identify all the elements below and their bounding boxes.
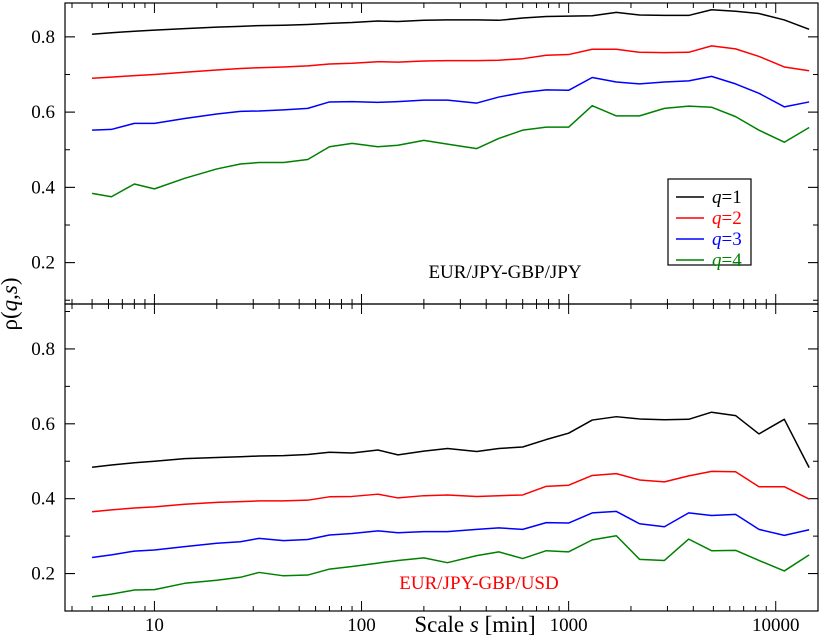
bottom-panel: 0.2 0.4 0.6 0.8 10 100 1000 10000 EUR/JPY-GBP/U… bbox=[31, 303, 819, 636]
bottom-ticks: 0.2 0.4 0.6 0.8 10 100 1000 10000 bbox=[31, 304, 818, 636]
y-axis-label-s: s bbox=[0, 285, 22, 294]
x-tick-label: 10 bbox=[145, 615, 164, 636]
y-axis-label-comma: , bbox=[0, 294, 22, 300]
legend-label-q4: q=4 bbox=[712, 250, 742, 271]
bottom-y-tick-label: 0.2 bbox=[31, 564, 55, 585]
legend: q=1q=2q=3q=4 bbox=[667, 178, 752, 271]
top-series-line-q3 bbox=[92, 75, 810, 131]
bottom-plot-frame bbox=[64, 303, 819, 612]
bottom-y-tick-label: 0.8 bbox=[31, 339, 55, 360]
legend-label-value: =3 bbox=[722, 229, 742, 250]
y-axis-label-close: ) bbox=[0, 277, 22, 285]
legend-label-var: q bbox=[712, 208, 722, 229]
legend-label-var: q bbox=[712, 187, 722, 208]
y-axis-label-rho: ρ( bbox=[0, 311, 22, 330]
bottom-series-line-q3 bbox=[91, 510, 810, 559]
x-tick-label: 10000 bbox=[752, 615, 800, 636]
legend-box bbox=[667, 178, 752, 266]
bottom-series-line-q1 bbox=[91, 411, 810, 468]
legend-label-var: q bbox=[712, 229, 722, 250]
bottom-panel-label: EUR/JPY-GBP/USD bbox=[399, 573, 558, 594]
legend-label-q2: q=2 bbox=[712, 208, 742, 229]
x-axis-label: Scale s [min] bbox=[414, 612, 535, 637]
x-axis-label-var: s bbox=[470, 612, 479, 637]
y-axis-label: ρ(q,s) bbox=[0, 277, 22, 330]
bottom-series bbox=[91, 411, 810, 598]
legend-label-value: =4 bbox=[722, 250, 743, 271]
bottom-y-tick-label: 0.4 bbox=[31, 489, 55, 510]
y-axis-label-q: q bbox=[0, 300, 22, 312]
legend-label-q1: q=1 bbox=[712, 187, 742, 208]
top-series bbox=[91, 9, 810, 198]
top-y-tick-label: 0.2 bbox=[31, 253, 55, 274]
legend-label-value: =1 bbox=[722, 187, 742, 208]
x-tick-label: 100 bbox=[347, 615, 376, 636]
x-tick-label: 1000 bbox=[550, 615, 588, 636]
legend-label-value: =2 bbox=[722, 208, 742, 229]
bottom-series-line-q4 bbox=[91, 535, 810, 598]
top-y-tick-label: 0.6 bbox=[31, 102, 55, 123]
top-panel-label: EUR/JPY-GBP/JPY bbox=[428, 262, 581, 283]
bottom-y-tick-label: 0.6 bbox=[31, 414, 55, 435]
top-series-line-q1 bbox=[92, 9, 810, 35]
x-axis-label-suffix: [min] bbox=[479, 612, 536, 637]
top-series-line-q2 bbox=[92, 45, 810, 79]
top-ticks: 0.2 0.4 0.6 0.8 bbox=[31, 3, 818, 304]
legend-entries: q=1q=2q=3q=4 bbox=[676, 187, 742, 271]
x-axis-label-prefix: Scale bbox=[414, 612, 470, 637]
top-y-tick-label: 0.8 bbox=[31, 27, 55, 48]
bottom-series-line-q2 bbox=[92, 470, 810, 513]
legend-label-q3: q=3 bbox=[712, 229, 742, 250]
top-y-tick-label: 0.4 bbox=[31, 177, 55, 198]
legend-label-var: q bbox=[712, 250, 722, 271]
top-panel: 0.20.40.60.8 EUR/JPY-GBP/JPY q=1q=2q=3q=… bbox=[31, 2, 819, 305]
top-series-line-q4 bbox=[91, 104, 810, 198]
